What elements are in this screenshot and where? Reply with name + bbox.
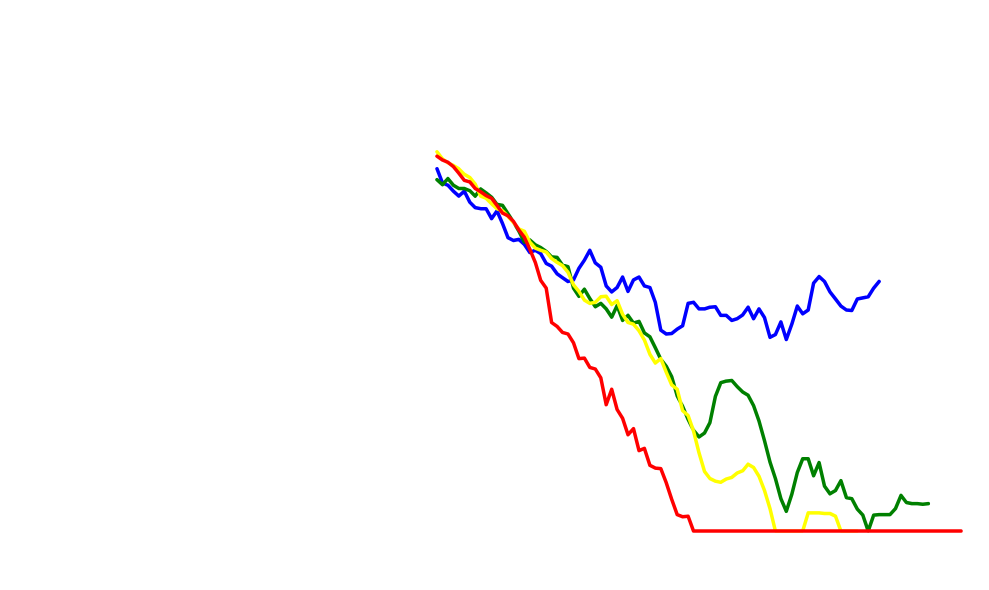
- series-line-4: [435, 154, 963, 533]
- series-layer: [435, 150, 963, 533]
- series-line-1: [435, 167, 881, 342]
